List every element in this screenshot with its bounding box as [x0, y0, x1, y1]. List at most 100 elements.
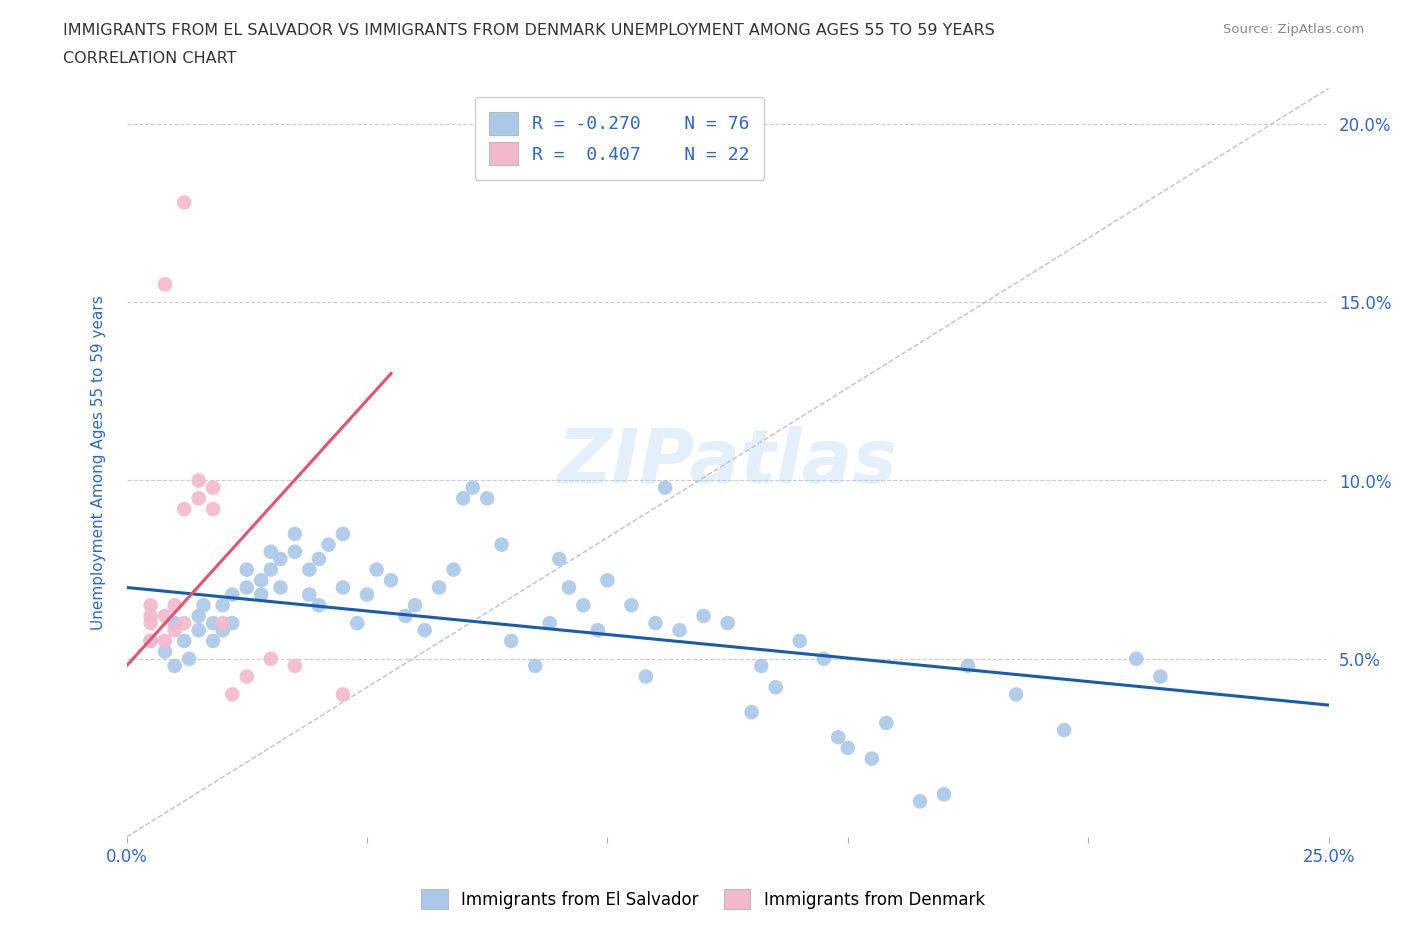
Point	[153, 644, 176, 659]
Legend: R = -0.270    N = 76, R =  0.407    N = 22: R = -0.270 N = 76, R = 0.407 N = 22	[475, 98, 765, 179]
Point	[491, 538, 513, 552]
Point	[173, 633, 195, 648]
Point	[139, 598, 162, 613]
Point	[163, 623, 186, 638]
Point	[558, 580, 581, 595]
Point	[1125, 651, 1147, 666]
Point	[572, 598, 595, 613]
Point	[221, 687, 243, 702]
Point	[908, 794, 931, 809]
Point	[586, 623, 609, 638]
Point	[298, 587, 321, 602]
Point	[332, 687, 354, 702]
Point	[173, 195, 195, 210]
Point	[284, 544, 307, 559]
Point	[139, 633, 162, 648]
Point	[235, 670, 259, 684]
Y-axis label: Unemployment Among Ages 55 to 59 years: Unemployment Among Ages 55 to 59 years	[91, 296, 105, 630]
Text: ZIPatlas: ZIPatlas	[558, 426, 897, 499]
Point	[202, 633, 225, 648]
Point	[260, 562, 283, 577]
Point	[644, 616, 666, 631]
Point	[860, 751, 883, 766]
Point	[173, 501, 195, 516]
Point	[332, 580, 354, 595]
Point	[235, 580, 259, 595]
Point	[356, 587, 378, 602]
Point	[524, 658, 547, 673]
Point	[308, 598, 330, 613]
Point	[187, 623, 209, 638]
Point	[298, 562, 321, 577]
Point	[260, 544, 283, 559]
Point	[813, 651, 835, 666]
Point	[1053, 723, 1076, 737]
Point	[187, 491, 209, 506]
Point	[153, 633, 176, 648]
Point	[475, 491, 498, 506]
Text: IMMIGRANTS FROM EL SALVADOR VS IMMIGRANTS FROM DENMARK UNEMPLOYMENT AMONG AGES 5: IMMIGRANTS FROM EL SALVADOR VS IMMIGRANT…	[63, 23, 995, 38]
Point	[634, 670, 657, 684]
Point	[202, 616, 225, 631]
Point	[956, 658, 979, 673]
Point	[765, 680, 787, 695]
Point	[443, 562, 465, 577]
Point	[716, 616, 740, 631]
Point	[538, 616, 561, 631]
Point	[318, 538, 340, 552]
Point	[221, 587, 243, 602]
Point	[250, 587, 273, 602]
Point	[211, 598, 233, 613]
Point	[211, 623, 233, 638]
Point	[173, 616, 195, 631]
Point	[451, 491, 474, 506]
Point	[202, 480, 225, 495]
Point	[692, 608, 714, 623]
Point	[269, 551, 291, 566]
Point	[187, 473, 209, 488]
Point	[789, 633, 811, 648]
Point	[211, 616, 233, 631]
Point	[139, 616, 162, 631]
Point	[163, 616, 186, 631]
Point	[139, 608, 162, 623]
Point	[548, 551, 571, 566]
Point	[404, 598, 426, 613]
Point	[394, 608, 416, 623]
Point	[596, 573, 619, 588]
Point	[177, 651, 200, 666]
Point	[202, 501, 225, 516]
Point	[308, 551, 330, 566]
Point	[741, 705, 763, 720]
Point	[380, 573, 402, 588]
Point	[153, 277, 176, 292]
Point	[235, 562, 259, 577]
Point	[193, 598, 215, 613]
Point	[668, 623, 690, 638]
Point	[284, 526, 307, 541]
Point	[153, 608, 176, 623]
Point	[1149, 670, 1171, 684]
Point	[654, 480, 676, 495]
Point	[1005, 687, 1028, 702]
Point	[749, 658, 772, 673]
Point	[366, 562, 388, 577]
Point	[427, 580, 450, 595]
Point	[163, 658, 186, 673]
Point	[837, 740, 859, 755]
Point	[250, 573, 273, 588]
Point	[413, 623, 436, 638]
Point	[501, 633, 523, 648]
Text: CORRELATION CHART: CORRELATION CHART	[63, 51, 236, 66]
Point	[163, 598, 186, 613]
Point	[875, 715, 897, 730]
Point	[332, 526, 354, 541]
Point	[221, 616, 243, 631]
Point	[269, 580, 291, 595]
Point	[260, 651, 283, 666]
Point	[139, 633, 162, 648]
Point	[461, 480, 484, 495]
Point	[620, 598, 643, 613]
Point	[827, 730, 849, 745]
Point	[284, 658, 307, 673]
